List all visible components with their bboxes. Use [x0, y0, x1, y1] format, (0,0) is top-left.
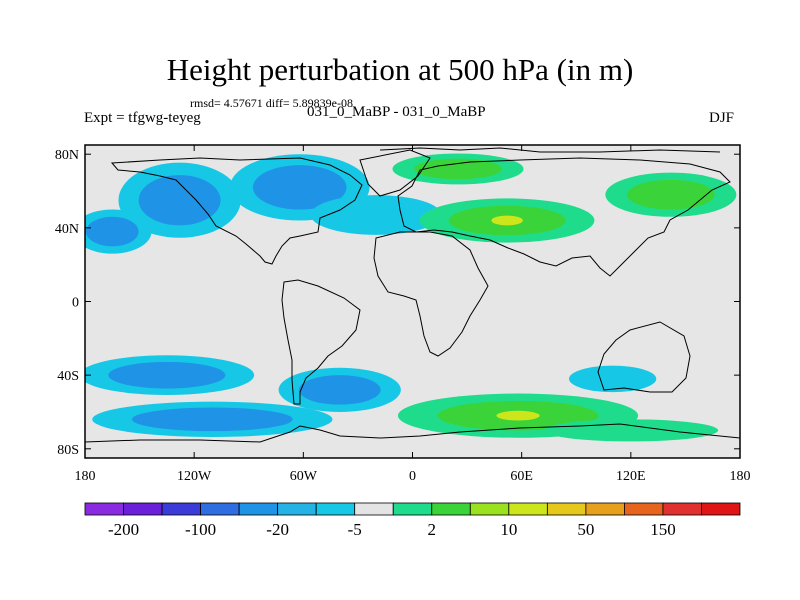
colorbar-swatch-8 [392, 502, 433, 516]
lat-label-3: 40S [57, 369, 79, 384]
colorbar-swatch-10 [469, 502, 510, 516]
lat-label-0: 80N [55, 148, 79, 163]
contour-atl-low-0 [310, 195, 442, 235]
colorbar-swatch-15 [662, 502, 702, 516]
colorbar-swatch-11 [508, 502, 548, 516]
contour-core-na-high [287, 180, 313, 195]
map-title: Height perturbation at 500 hPa (in m) [166, 52, 634, 87]
africa-coast [373, 231, 489, 357]
colorbar-label-7: 150 [650, 520, 676, 539]
comparison-subtitle: 031_0_MaBP - 031_0_MaBP [307, 104, 486, 120]
greenland-coast [359, 149, 431, 197]
colorbar-swatch-2 [161, 502, 201, 516]
colorbar-swatch-0 [84, 502, 124, 516]
contour-indian-neg-0 [568, 365, 657, 393]
lon-label-2: 60W [290, 469, 318, 484]
colorbar-label-2: -20 [266, 520, 289, 539]
experiment-label: Expt = tfgwg-teyeg [84, 110, 201, 126]
colorbar-label-1: -100 [185, 520, 216, 539]
colorbar-label-0: -200 [108, 520, 139, 539]
colorbar-swatch-6 [315, 502, 356, 516]
antarctica-coast [85, 423, 740, 443]
lon-label-1: 120W [177, 469, 212, 484]
colorbar-swatch-5 [277, 502, 317, 516]
colorbar-label-4: 2 [428, 520, 437, 539]
lon-label-6: 180 [730, 469, 751, 484]
colorbar-swatch-3 [200, 502, 240, 516]
colorbar-swatch-12 [546, 502, 587, 516]
lon-label-4: 60E [510, 469, 533, 484]
colorbar-swatch-16 [701, 502, 741, 516]
coastlines [85, 147, 740, 443]
lat-label-4: 80S [57, 443, 79, 458]
lon-label-0: 180 [75, 469, 96, 484]
contour-e-asia-pos-1 [626, 179, 715, 210]
colorbar-swatch-14 [624, 502, 664, 516]
lon-label-3: 0 [409, 469, 416, 484]
contour-sp-low-1 [108, 361, 226, 389]
axis-ticks: 80N 40N 0 40S 80S 180 120W 60W 0 60E 120E 180 [55, 145, 751, 484]
colorbar-label-3: -5 [348, 520, 362, 539]
contour-arctic-pos-1 [414, 158, 502, 180]
colorbar-label-6: 50 [577, 520, 594, 539]
lat-label-1: 40N [55, 222, 79, 237]
colorbar-swatch-13 [585, 502, 625, 516]
australia-coast [597, 321, 691, 393]
south-america-coast [281, 279, 361, 405]
contour-core-so-pos [496, 410, 540, 421]
rmsd-stats: rmsd= 4.57671 diff= 5.89839e-08 [190, 96, 353, 110]
lat-label-2: 0 [72, 296, 79, 311]
arctic-islands-coast [379, 147, 721, 153]
eurasia-coast [397, 157, 731, 277]
colorbar-swatch-1 [123, 502, 163, 516]
colorbar-swatch-7 [354, 502, 394, 516]
contour-core-asia-pos [491, 215, 523, 226]
contour-core-so-low-w [190, 415, 234, 424]
contour-pac-40n-low-1 [85, 216, 139, 247]
colorbar-swatch-4 [238, 502, 279, 516]
colorbar-swatch-9 [431, 502, 471, 516]
colorbar-label-5: 10 [500, 520, 517, 539]
colorbar: -200 -100 -20 -5 2 10 50 150 [84, 502, 741, 539]
contour-core-na-pac-low [168, 191, 191, 209]
lon-label-5: 120E [616, 469, 646, 484]
contour-sa-low-1 [298, 375, 381, 405]
season-label: DJF [709, 110, 735, 126]
contour-so-pos-e-0 [543, 419, 719, 442]
contour-fields [85, 153, 737, 442]
north-america-coast [110, 157, 363, 265]
